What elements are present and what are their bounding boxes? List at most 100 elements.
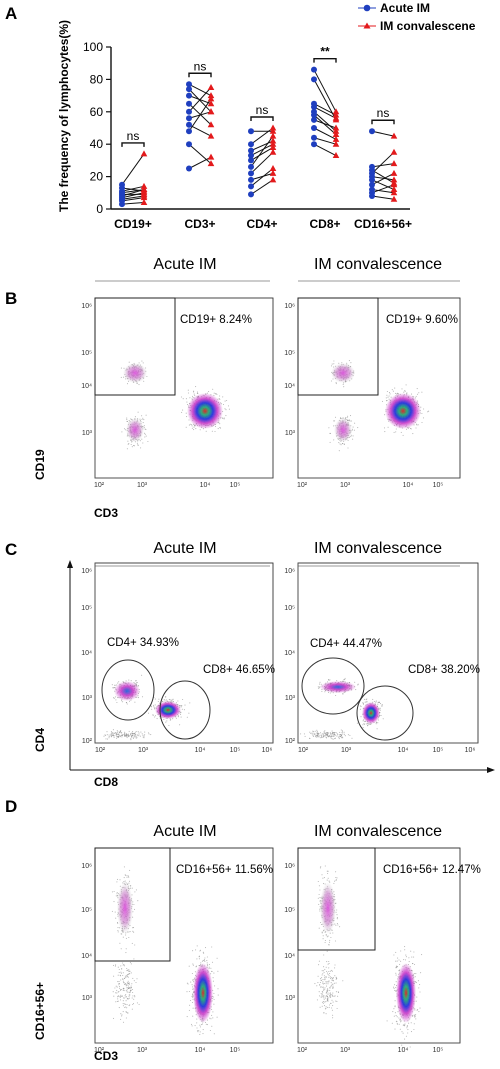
a-sig-bracket (250, 116, 274, 121)
c-cd8-gate (356, 685, 414, 741)
a-sig-label: ns (127, 129, 140, 143)
c-debris-event (119, 732, 121, 734)
d-dn-cluster-event (136, 1002, 138, 1004)
c-cd8-cluster-event (180, 705, 182, 707)
b-cd19-cluster-event (126, 383, 129, 385)
b-cd3-cluster-event (406, 392, 408, 394)
a-point-conv (269, 143, 277, 150)
b-dn-cluster-event (137, 444, 139, 446)
b-cd3-cluster-event (193, 393, 195, 395)
d-dn-cluster-event (314, 983, 316, 985)
d-dn-cluster-event (117, 991, 119, 993)
c-cd8-cluster-density (155, 701, 181, 719)
c-debris-event (331, 733, 333, 735)
d-cd3-cluster-event (203, 960, 205, 962)
d-dn-cluster-event (332, 987, 334, 989)
d-dn-cluster-event (125, 952, 127, 954)
d-dn-cluster-event (342, 980, 344, 982)
d-dn-cluster-event (331, 999, 333, 1001)
c-debris-event (108, 737, 110, 739)
d-dn-cluster-event (320, 985, 322, 988)
c-debris-event (326, 735, 328, 737)
c-debris-event (112, 733, 114, 735)
c-debris-event (106, 731, 108, 733)
d-dn-cluster-event (127, 976, 129, 978)
a-sig-bracket (313, 57, 337, 63)
a-point-conv (269, 176, 277, 183)
a-point-acute (311, 100, 317, 107)
a-point-acute (248, 176, 254, 183)
d-dn-cluster-event (131, 983, 133, 985)
b-dn-cluster-event (130, 418, 132, 420)
flow-y-tick-label: 10⁵ (81, 350, 92, 357)
d-cd3-cluster-event (394, 1012, 396, 1014)
flow-x-tick-label: 10² (94, 482, 105, 489)
d-cd3-cluster-event (199, 949, 202, 951)
c-debris-event (116, 730, 118, 732)
b-cd19-cluster-event (138, 362, 140, 364)
a-point-acute (186, 128, 192, 135)
d-cd3-cluster-event (396, 1016, 398, 1018)
d-dn-cluster-event (123, 982, 125, 984)
d-dn-cluster-event (328, 967, 330, 969)
c-debris-event (132, 736, 134, 738)
d-dn-cluster-event (127, 973, 130, 975)
d-cd3-cluster-event (394, 1028, 396, 1030)
c-debris-event (142, 736, 144, 738)
c-debris-event (130, 734, 132, 736)
d-dn-cluster-event (318, 991, 320, 993)
d-cd3-cluster-event (404, 959, 407, 961)
d-cd3-cluster-event (216, 1016, 218, 1018)
c-debris-event (150, 734, 152, 736)
c-y-arrow (67, 560, 73, 568)
d-nk-cluster-event (318, 903, 320, 905)
b-cd3-cluster-event (387, 396, 389, 398)
d-cd3-cluster-event (189, 999, 192, 1002)
a-point-conv (390, 132, 398, 139)
c-debris-event (127, 734, 129, 736)
d-nk-cluster-event (322, 877, 324, 879)
a-point-acute (248, 163, 254, 170)
d-cd3-cluster-event (201, 1024, 203, 1026)
b-cd3-cluster-event (193, 390, 195, 392)
b-cd3-cluster-event (218, 398, 220, 400)
b-cd19-cluster-event (331, 363, 333, 365)
b-cd3-cluster-event (228, 408, 230, 410)
c-cd8-cluster-event (365, 723, 367, 725)
a-point-conv (207, 160, 215, 167)
d-dn-cluster-event (336, 1000, 338, 1003)
d-dn-cluster-event (322, 979, 324, 981)
d-cd3-cluster-event (386, 1020, 388, 1022)
a-point-conv (207, 92, 215, 99)
b-cd3-cluster-event (191, 424, 193, 426)
d-dn-cluster-event (125, 1006, 127, 1008)
legend-acute-marker (363, 4, 371, 12)
c-cd8-cluster-event (189, 702, 191, 704)
d-nk-cluster-event (127, 875, 130, 877)
c-cd8-cluster-event (375, 700, 377, 702)
d-dn-cluster-event (118, 995, 120, 997)
a-point-acute (186, 165, 192, 172)
flow-y-tick-label: 10⁵ (81, 605, 92, 612)
b-cd3-cluster-event (211, 430, 213, 432)
c-debris-event (332, 732, 334, 734)
d-cd3-cluster-event (188, 965, 190, 967)
c-cd4-cluster-event (329, 679, 331, 681)
d-cd3-cluster-event (420, 972, 422, 974)
d-dn-cluster-event (134, 995, 136, 997)
b-dn-cluster-event (329, 441, 331, 443)
d-cd3-cluster-event (419, 1007, 421, 1009)
c-cd8-cluster-event (362, 702, 364, 704)
a-sig-bracket (371, 119, 395, 125)
d-cd3-cluster-event (414, 976, 416, 978)
d-cd3-cluster-event (204, 957, 206, 959)
d-cd3-cluster-event (407, 1032, 409, 1034)
b-cd19-cluster-event (330, 380, 333, 382)
b-cd19-cluster-event (348, 360, 350, 362)
b-dn-cluster-event (346, 417, 348, 419)
c-cd8-cluster-event (179, 724, 181, 726)
c-cd8-cluster-event (377, 719, 380, 721)
flow-x-tick-label: 10⁵ (230, 482, 241, 489)
c-debris-event (344, 735, 346, 737)
d-nk-cluster-event (111, 910, 113, 912)
